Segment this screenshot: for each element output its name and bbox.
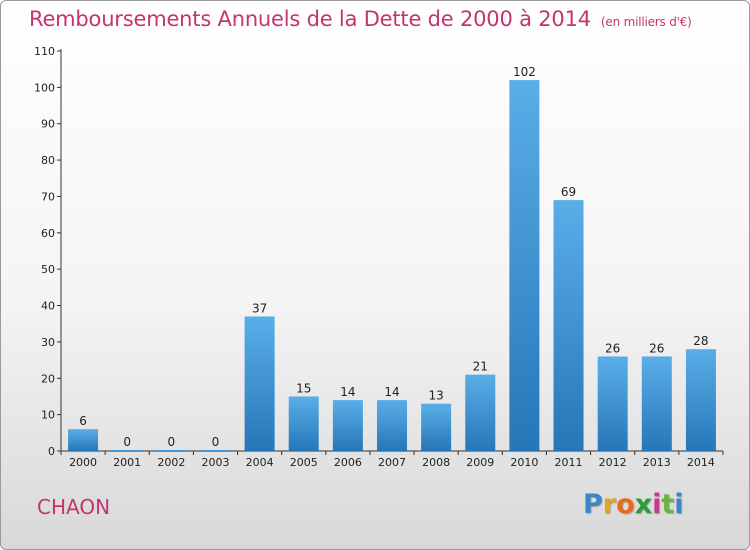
- y-tick-label: 100: [34, 81, 55, 94]
- x-tick-label-2007: 2007: [378, 456, 406, 469]
- bar-2006: [332, 400, 363, 451]
- logo-letter: i: [652, 489, 662, 520]
- logo-letter: t: [661, 489, 675, 520]
- y-tick-label: 90: [41, 118, 55, 131]
- bar-2010: [509, 80, 540, 451]
- data-label-2010: 102: [513, 65, 536, 79]
- bar-2001: [112, 450, 143, 451]
- chart-title: Remboursements Annuels de la Dette de 20…: [29, 7, 692, 31]
- bar-2014: [685, 349, 716, 451]
- y-tick-label: 40: [41, 300, 55, 313]
- data-label-2005: 15: [296, 381, 311, 395]
- data-label-2002: 0: [168, 435, 176, 449]
- y-tick-label: 0: [48, 445, 55, 458]
- y-tick-label: 20: [41, 372, 55, 385]
- y-tick-label: 70: [41, 190, 55, 203]
- data-label-2012: 26: [605, 341, 620, 355]
- y-tick-label: 50: [41, 263, 55, 276]
- x-tick-label-2004: 2004: [246, 456, 274, 469]
- bar-2008: [421, 403, 452, 451]
- data-label-2008: 13: [428, 389, 443, 403]
- x-tick-label-2002: 2002: [157, 456, 185, 469]
- bar-2013: [641, 356, 672, 451]
- data-label-2000: 6: [79, 414, 87, 428]
- x-tick-label-2013: 2013: [643, 456, 671, 469]
- data-label-2006: 14: [340, 385, 355, 399]
- x-tick-label-2014: 2014: [687, 456, 715, 469]
- data-label-2011: 69: [561, 185, 576, 199]
- data-label-2009: 21: [473, 360, 488, 374]
- data-labels: 6 0 0 0 37 15 14 14 13 21 102 69 26 26 28: [79, 65, 708, 449]
- data-label-2004: 37: [252, 301, 267, 315]
- logo-letter: r: [602, 489, 617, 520]
- town-name: CHAON: [37, 495, 111, 519]
- x-tick-label-2008: 2008: [422, 456, 450, 469]
- x-tick-label-2009: 2009: [466, 456, 494, 469]
- chart-unit: (en milliers d'€): [600, 15, 692, 29]
- logo-letter: i: [674, 489, 684, 520]
- y-tick-label: 110: [34, 45, 55, 58]
- x-tick-label-2012: 2012: [599, 456, 627, 469]
- bar-2002: [156, 450, 187, 451]
- bar-2011: [553, 200, 584, 451]
- chart-title-text: Remboursements Annuels de la Dette de 20…: [29, 7, 591, 31]
- x-tick-label-2011: 2011: [555, 456, 583, 469]
- x-tick-label-2010: 2010: [510, 456, 538, 469]
- bar-2003: [200, 450, 231, 451]
- y-tick-label: 10: [41, 409, 55, 422]
- bar-2012: [597, 356, 628, 451]
- x-tick-label-2006: 2006: [334, 456, 362, 469]
- bar-2009: [465, 374, 496, 451]
- x-tick-label-2001: 2001: [113, 456, 141, 469]
- x-tick-label-2003: 2003: [201, 456, 229, 469]
- bar-2004: [244, 316, 275, 451]
- data-label-2013: 26: [649, 341, 664, 355]
- x-tick-label-2000: 2000: [69, 456, 97, 469]
- logo-letter: P: [583, 489, 603, 520]
- data-label-2001: 0: [123, 435, 131, 449]
- bars: [68, 80, 716, 451]
- y-tick-label: 80: [41, 154, 55, 167]
- logo-letter: x: [634, 489, 653, 520]
- y-tick-label: 30: [41, 336, 55, 349]
- data-label-2007: 14: [384, 385, 399, 399]
- bar-2000: [68, 429, 99, 451]
- data-label-2014: 28: [693, 334, 708, 348]
- y-tick-label: 60: [41, 227, 55, 240]
- logo-letter: o: [616, 489, 635, 520]
- x-tick-label-2005: 2005: [290, 456, 318, 469]
- proxiti-logo: Proxiti: [583, 489, 684, 520]
- data-label-2003: 0: [212, 435, 220, 449]
- bar-2007: [376, 400, 408, 451]
- bar-2005: [288, 396, 319, 451]
